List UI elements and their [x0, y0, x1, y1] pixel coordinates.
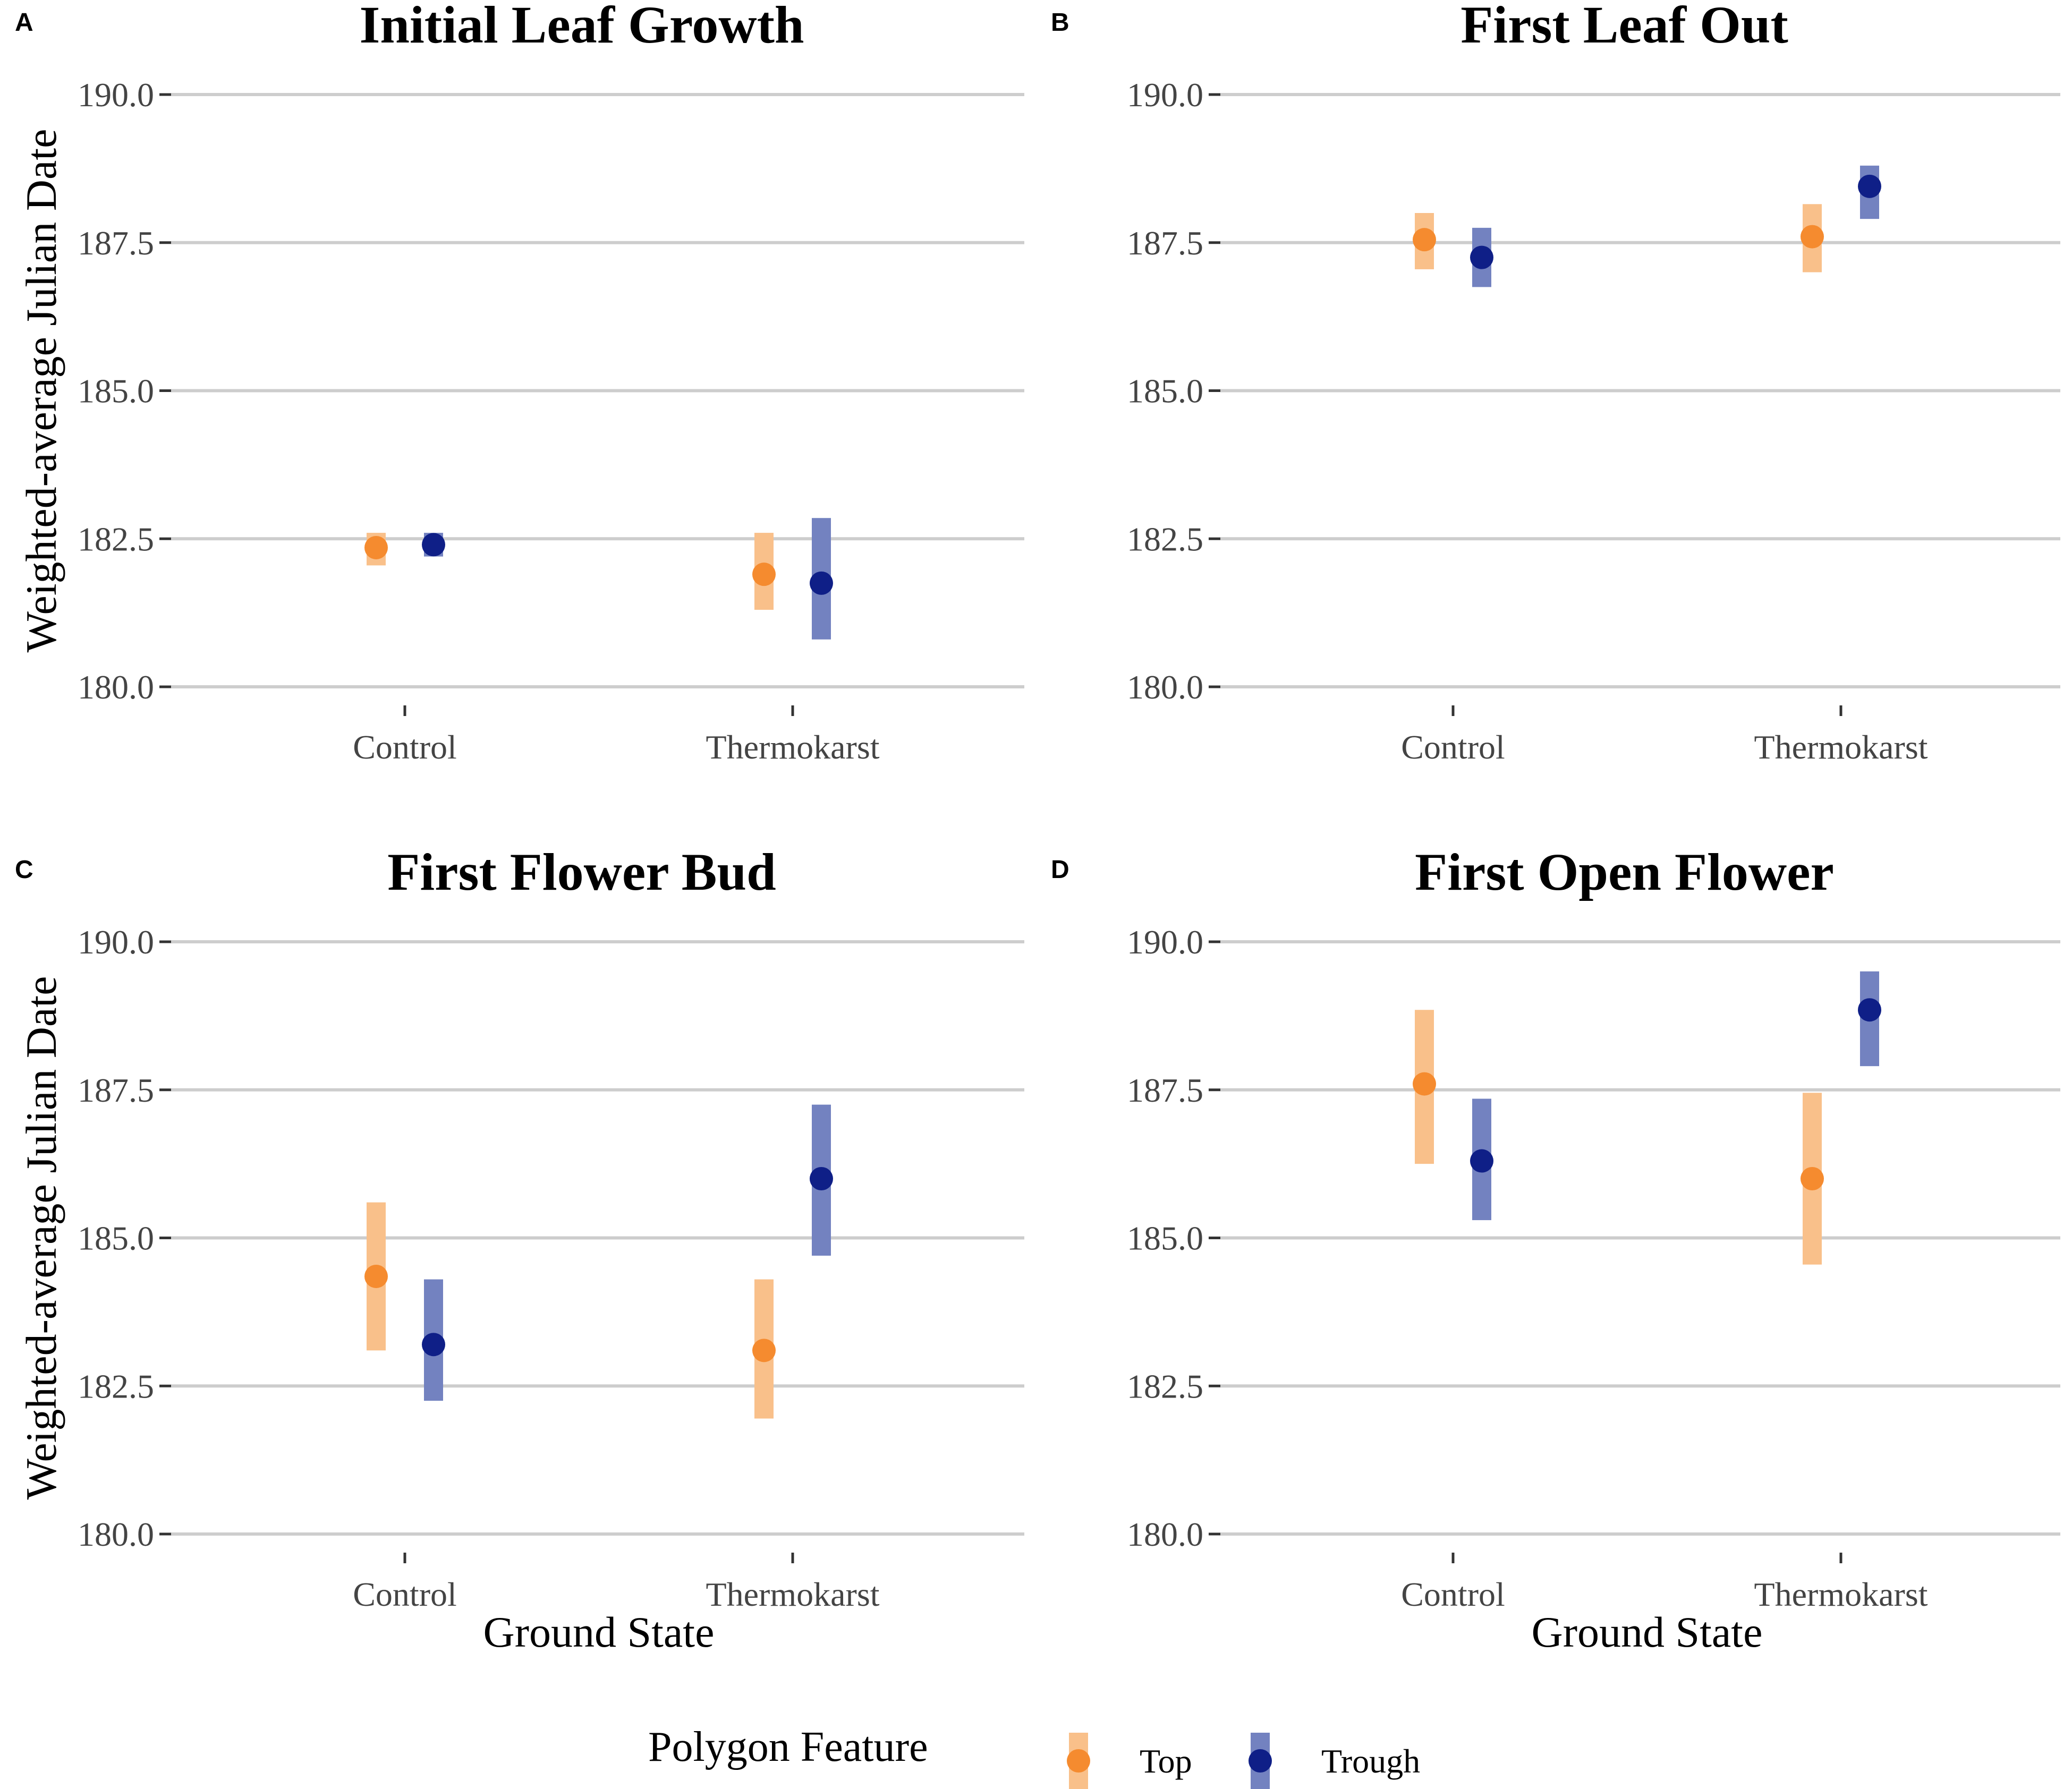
panel-label: A — [15, 8, 33, 37]
y-tick-label: 182.5 — [78, 1367, 154, 1405]
legend-key-point-top — [1067, 1749, 1090, 1773]
panel-title: Initial Leaf Growth — [359, 0, 804, 54]
legend: Polygon Feature Top Trough — [648, 1724, 1420, 1789]
y-tick-label: 187.5 — [1127, 1071, 1203, 1109]
x-tick-label: Thermokarst — [706, 1575, 880, 1613]
y-tick-label: 182.5 — [1127, 520, 1203, 558]
y-tick-label: 190.0 — [78, 923, 154, 961]
x-tick-label: Thermokarst — [1754, 728, 1928, 766]
panel-label: C — [15, 856, 33, 884]
x-tick-label: Control — [353, 728, 457, 766]
panels: A Initial Leaf Growth 190.0 187.5 185.0 182.5… — [15, 0, 2060, 1656]
legend-title: Polygon Feature — [648, 1724, 928, 1770]
point-trough — [422, 533, 445, 557]
y-axis-title: Weighted-average Julian Date — [17, 129, 65, 652]
panel-label: D — [1051, 856, 1069, 884]
y-tick-label: 185.0 — [1127, 1220, 1203, 1257]
point-top — [364, 1264, 388, 1288]
point-top — [1413, 1072, 1436, 1096]
y-tick-label: 180.0 — [1127, 668, 1203, 706]
y-tick-label: 180.0 — [78, 1515, 154, 1553]
y-tick-label: 185.0 — [78, 1220, 154, 1257]
y-tick-label: 190.0 — [1127, 923, 1203, 961]
legend-key-point-trough — [1249, 1749, 1272, 1773]
point-trough — [1858, 174, 1881, 198]
panel-a: A Initial Leaf Growth 190.0 187.5 185.0 182.5… — [15, 0, 1024, 766]
panel-label: B — [1051, 8, 1069, 37]
panel-title: First Open Flower — [1415, 842, 1834, 901]
panel-title: First Flower Bud — [387, 842, 776, 901]
y-tick-label: 182.5 — [78, 520, 154, 558]
y-tick-label: 190.0 — [1127, 76, 1203, 114]
point-trough — [422, 1333, 445, 1357]
point-top — [1801, 1167, 1824, 1190]
y-axis-title: Weighted-average Julian Date — [17, 976, 65, 1500]
y-tick-label: 180.0 — [78, 668, 154, 706]
panel-b: B First Leaf Out 190.0 187.5 185.0 182.5 180.0… — [1051, 0, 2060, 766]
point-trough — [1858, 998, 1881, 1022]
point-top — [1801, 225, 1824, 249]
x-tick-label: Thermokarst — [706, 728, 880, 766]
point-trough — [810, 571, 833, 595]
panel-title: First Leaf Out — [1460, 0, 1788, 54]
y-tick-label: 185.0 — [78, 372, 154, 410]
x-tick-label: Control — [353, 1575, 457, 1613]
x-tick-label: Control — [1401, 1575, 1505, 1613]
y-tick-label: 182.5 — [1127, 1367, 1203, 1405]
y-tick-label: 187.5 — [78, 224, 154, 262]
y-tick-label: 187.5 — [78, 1071, 154, 1109]
x-axis-title: Ground State — [1532, 1608, 1763, 1656]
x-axis-title: Ground State — [483, 1608, 715, 1656]
legend-entry-label: Trough — [1321, 1742, 1420, 1780]
point-top — [364, 535, 388, 559]
legend-entry-label: Top — [1140, 1742, 1192, 1780]
x-tick-label: Control — [1401, 728, 1505, 766]
x-tick-label: Thermokarst — [1754, 1575, 1928, 1613]
y-tick-label: 190.0 — [78, 76, 154, 114]
point-top — [752, 563, 776, 586]
point-trough — [1470, 1149, 1493, 1173]
y-tick-label: 180.0 — [1127, 1515, 1203, 1553]
point-trough — [810, 1167, 833, 1190]
panel-d: D First Open Flower 190.0 187.5 185.0 182.5 18… — [1051, 842, 2060, 1656]
y-tick-label: 185.0 — [1127, 372, 1203, 410]
y-tick-label: 187.5 — [1127, 224, 1203, 262]
panel-c: C First Flower Bud 190.0 187.5 185.0 182.5 180… — [15, 842, 1024, 1656]
point-trough — [1470, 245, 1493, 269]
point-top — [752, 1339, 776, 1362]
point-top — [1413, 228, 1436, 252]
